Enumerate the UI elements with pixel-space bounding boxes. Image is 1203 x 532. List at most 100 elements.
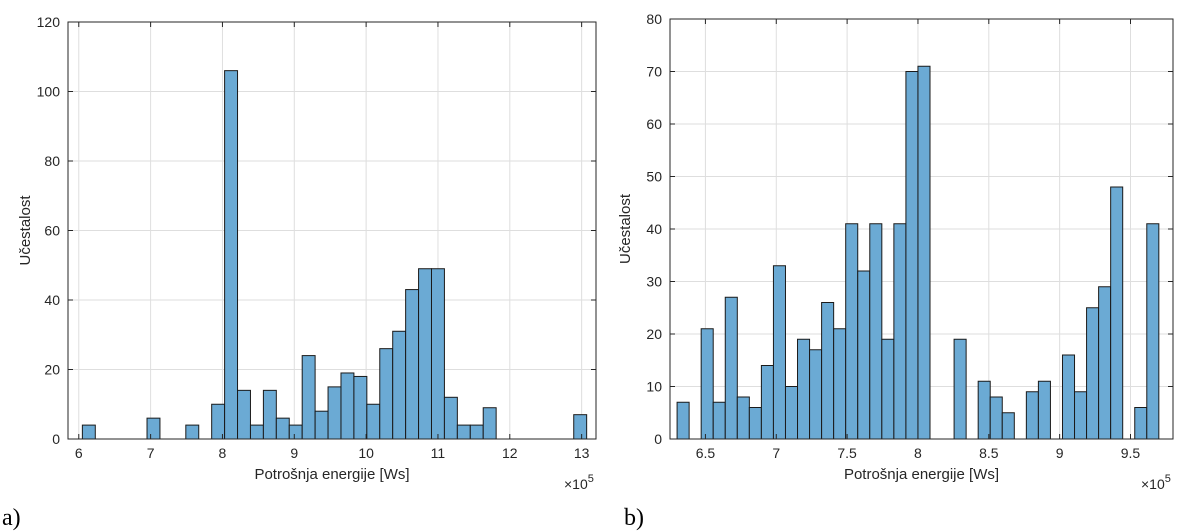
y-tick-label: 50: [646, 169, 662, 185]
exponent-base: ×10: [564, 476, 588, 492]
x-tick-label: 10: [358, 445, 374, 461]
x-axis-exponent: ×105: [1141, 473, 1171, 492]
histogram-panel-a: 6 7 8 9 10 11 12 13 0 20 40 60 80 100 120 Potrošnja ene…: [2, 14, 597, 531]
x-tick-label: 13: [574, 445, 590, 461]
y-tick-label: 100: [37, 84, 61, 100]
histogram-bar: [760, 365, 774, 440]
histogram-bar: [1134, 407, 1148, 440]
y-tick-label: 60: [646, 116, 662, 132]
histogram-bar: [881, 338, 895, 440]
histogram-bar: [392, 330, 407, 440]
y-tick-label: 40: [44, 292, 60, 308]
exponent-power: 5: [588, 473, 594, 485]
histogram-bar: [237, 389, 251, 440]
y-axis-label: Učestalost: [617, 193, 634, 264]
histogram-bar: [482, 407, 497, 440]
histogram-bar: [893, 223, 907, 440]
x-tick-label: 8.5: [979, 445, 999, 461]
histogram-bar: [1146, 223, 1160, 440]
histogram-bar: [288, 424, 303, 440]
histogram-bar: [809, 349, 823, 440]
x-tick-label: 11: [431, 445, 446, 461]
histogram-bar: [301, 355, 316, 440]
x-tick-label: 8: [219, 445, 227, 461]
histogram-bar: [81, 424, 96, 440]
histogram-bar: [917, 65, 931, 440]
histogram-bar: [1110, 186, 1124, 440]
histogram-bar: [797, 338, 811, 440]
histogram-bar: [185, 424, 200, 440]
x-tick-label: 6.5: [696, 445, 716, 461]
y-axis-label: Učestalost: [17, 195, 34, 266]
y-tick-label: 60: [44, 223, 60, 239]
x-tick-label: 9: [1056, 445, 1064, 461]
histogram-bar: [1098, 286, 1112, 440]
y-tick-label: 80: [44, 153, 60, 169]
histogram-bar: [573, 414, 588, 440]
histogram-bar: [469, 424, 484, 440]
exponent-power: 5: [1165, 473, 1171, 485]
histogram-bar: [845, 223, 859, 440]
histogram-bar: [833, 328, 847, 440]
histogram-bar: [353, 375, 368, 440]
histogram-bar: [430, 268, 445, 440]
y-tick-label: 40: [646, 221, 662, 237]
histogram-bar: [1086, 307, 1100, 440]
x-tick-label: 6: [75, 445, 83, 461]
histogram-bar: [314, 410, 329, 440]
histogram-bar: [1061, 354, 1076, 440]
histogram-bar: [379, 348, 394, 440]
y-tick-label: 20: [44, 362, 60, 378]
x-tick-label: 8: [914, 445, 922, 461]
histogram-bar: [869, 223, 883, 440]
histogram-bar: [1001, 412, 1015, 440]
histogram-bar: [1025, 391, 1039, 440]
y-tick-label: 120: [37, 14, 61, 30]
histogram-bar: [989, 396, 1003, 440]
x-tick-label: 9.5: [1121, 445, 1141, 461]
histogram-bar: [821, 302, 835, 440]
histogram-bar: [443, 396, 458, 440]
histogram-bar: [340, 372, 355, 440]
histogram-bar: [700, 328, 714, 440]
x-tick-label: 7: [772, 445, 780, 461]
panel-label: a): [2, 505, 21, 531]
y-tick-label: 20: [646, 326, 662, 342]
histogram-panel-b: 6.5 7 7.5 8 8.5 9 9.5 0 10 20 30 40 50 60 70 80 Potrošnj…: [617, 11, 1174, 531]
x-tick-label: 12: [502, 445, 518, 461]
exponent-base: ×10: [1141, 476, 1165, 492]
y-tick-label: 70: [646, 64, 662, 80]
histogram-bar: [146, 417, 161, 440]
histogram-bar: [327, 386, 342, 440]
x-tick-label: 7.5: [837, 445, 857, 461]
histogram-bar: [405, 289, 420, 440]
panel-label: b): [624, 505, 644, 531]
histogram-bar: [418, 268, 432, 440]
y-tick-label: 30: [646, 274, 662, 290]
y-tick-label: 10: [646, 379, 662, 395]
y-tick-label: 0: [654, 431, 662, 447]
x-tick-label: 7: [147, 445, 155, 461]
x-axis-exponent: ×105: [564, 473, 594, 492]
histogram-bar: [857, 270, 871, 440]
histogram-bar: [905, 71, 919, 440]
x-tick-label: 9: [290, 445, 298, 461]
histogram-bar: [676, 401, 690, 440]
histogram-bar: [366, 403, 381, 440]
histogram-bar: [724, 296, 738, 440]
histogram-bar: [456, 424, 471, 440]
histogram-bar: [953, 338, 967, 440]
histogram-bar: [224, 70, 239, 440]
y-tick-label: 80: [646, 11, 662, 27]
y-tick-label: 0: [52, 431, 60, 447]
histogram-bar: [1037, 380, 1051, 440]
x-axis-label: Potrošnja energije [Ws]: [844, 466, 999, 483]
histogram-bar: [712, 401, 726, 440]
histogram-bar: [211, 403, 226, 440]
histogram-bar: [748, 407, 762, 440]
histogram-bar: [736, 396, 750, 440]
histogram-bar: [977, 380, 991, 440]
histogram-bar: [772, 265, 786, 440]
histogram-bar: [275, 417, 290, 440]
